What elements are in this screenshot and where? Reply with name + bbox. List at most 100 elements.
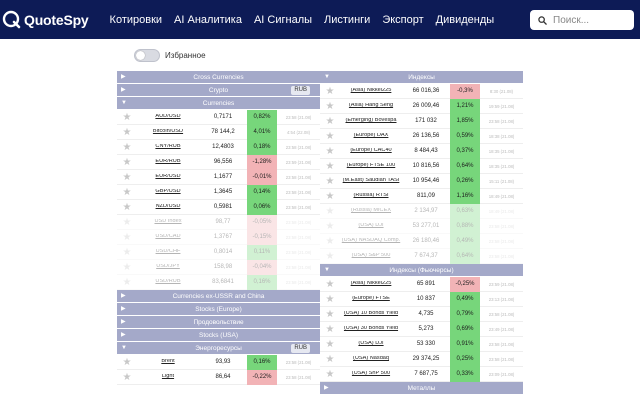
section-header-индексы[interactable]: ▼ Индексы (320, 71, 523, 84)
instrument-link[interactable]: (USA) S&P 500 (351, 253, 391, 259)
instrument-link[interactable]: EUR/USD (155, 174, 181, 180)
price-value: 171 032 (415, 118, 437, 124)
instrument-link[interactable]: CNY/RUB (155, 144, 181, 150)
instrument-link[interactable]: (Asia) Nikkei225 (350, 281, 392, 287)
favorite-star-icon[interactable]: ★ (122, 186, 132, 198)
favorite-star-icon[interactable]: ★ (122, 261, 132, 273)
favorite-star-icon[interactable]: ★ (122, 246, 132, 258)
favorite-star-icon[interactable]: ★ (325, 353, 335, 365)
favorite-star-icon[interactable]: ★ (325, 220, 335, 232)
price-value: 65 891 (416, 281, 436, 287)
section-header-индексы-фьючерсы[interactable]: ▼ Индексы (Фьючерсы) (320, 264, 523, 277)
favorite-star-icon[interactable]: ★ (325, 308, 335, 320)
instrument-link[interactable]: USD/RUB (155, 279, 181, 285)
currency-badge[interactable]: RUB (291, 86, 310, 95)
nav-ai-signals[interactable]: AI Сигналы (253, 13, 313, 26)
instrument-link[interactable]: (Europe) FTSE (352, 296, 390, 302)
instrument-link[interactable]: (Europe) CAC40 (350, 148, 392, 154)
favorite-star-icon[interactable]: ★ (122, 111, 132, 123)
favorite-star-icon[interactable]: ★ (325, 205, 335, 217)
nav-ai-analytics[interactable]: AI Аналитика (174, 13, 242, 26)
instrument-link[interactable]: NZD/USD (155, 204, 181, 210)
search-input[interactable] (553, 14, 625, 26)
favorite-star-icon[interactable]: ★ (122, 231, 132, 243)
update-time: 23:58 (21.08) (488, 253, 515, 259)
section-title: Currencies ex-USSR and China (172, 293, 265, 300)
favorite-star-icon[interactable]: ★ (122, 126, 132, 138)
expand-triangle-icon: ▶ (121, 293, 126, 299)
favorite-star-icon[interactable]: ★ (122, 216, 132, 228)
instrument-link[interactable]: AUD/USD (155, 114, 181, 120)
instrument-link[interactable]: (USA) NASDAQ Comp. (341, 238, 401, 244)
favorites-toggle[interactable] (134, 49, 160, 62)
favorite-star-icon[interactable]: ★ (325, 190, 335, 202)
instrument-link[interactable]: (M.East) Saudian TASI (342, 178, 400, 184)
favorite-star-icon[interactable]: ★ (325, 293, 335, 305)
favorite-star-icon[interactable]: ★ (325, 130, 335, 142)
nav-export[interactable]: Экспорт (382, 13, 424, 26)
instrument-link[interactable]: USD/CHF (155, 249, 181, 255)
change-badge: 0,88% (450, 218, 480, 234)
favorite-star-icon[interactable]: ★ (325, 338, 335, 350)
section-header-stocks-usa[interactable]: ▶ Stocks (USA) (117, 329, 320, 342)
favorite-star-icon[interactable]: ★ (325, 235, 335, 247)
favorite-star-icon[interactable]: ★ (325, 278, 335, 290)
instrument-link[interactable]: (Europe) DAX (353, 133, 389, 139)
favorite-star-icon[interactable]: ★ (122, 156, 132, 168)
instrument-link[interactable]: (Russia) RTSI (353, 193, 389, 199)
favorite-star-icon[interactable]: ★ (325, 115, 335, 127)
instrument-link[interactable]: (USA) 30 Bonds Yield (343, 326, 399, 332)
instrument-link[interactable]: (Emerging) Bovespa (345, 118, 397, 124)
favorite-star-icon[interactable]: ★ (325, 85, 335, 97)
favorite-star-icon[interactable]: ★ (325, 145, 335, 157)
change-badge: -0,22% (247, 369, 277, 385)
nav-dividends[interactable]: Дивиденды (435, 13, 495, 26)
logo[interactable]: QuoteSpy (2, 0, 89, 39)
instrument-link[interactable]: (USA) DJI (358, 223, 384, 229)
update-time: 23:09 (21.08) (488, 371, 515, 377)
favorite-star-icon[interactable]: ★ (325, 100, 335, 112)
instrument-link[interactable]: (Russia) MICEX (350, 208, 392, 214)
section-header-металлы[interactable]: ▶ Металлы (320, 382, 523, 395)
update-time: 23:59 (21.08) (285, 159, 312, 165)
favorite-star-icon[interactable]: ★ (325, 368, 335, 380)
instrument-link[interactable]: USD Index (154, 219, 182, 225)
instrument-link[interactable]: (USA) 10 Bonds Yield (343, 311, 399, 317)
price-value: 66 016,36 (412, 88, 440, 94)
update-time: 23:59 (21.08) (488, 281, 515, 287)
favorite-star-icon[interactable]: ★ (325, 160, 335, 172)
favorite-star-icon[interactable]: ★ (325, 323, 335, 335)
section-header-продовольствие[interactable]: ▶ Продовольствие (117, 316, 320, 329)
section-header-энергоресурсы[interactable]: ▼ Энергоресурсы RUB (117, 342, 320, 355)
currency-badge[interactable]: RUB (291, 344, 310, 353)
instrument-link[interactable]: (USA) Nasdaq (352, 356, 390, 362)
instrument-link[interactable]: EUR/RUB (155, 159, 181, 165)
instrument-link[interactable]: Light (161, 374, 175, 380)
instrument-link[interactable]: USD/JPY (156, 264, 180, 270)
nav-listings[interactable]: Листинги (324, 13, 371, 26)
section-header-cross-currencies[interactable]: ▶ Cross Currencies (117, 71, 320, 84)
instrument-link[interactable]: (Asia) Hang Seng (348, 103, 394, 109)
favorite-star-icon[interactable]: ★ (325, 250, 335, 262)
instrument-link[interactable]: (USA) DJI (358, 341, 384, 347)
section-header-stocks-europe[interactable]: ▶ Stocks (Europe) (117, 303, 320, 316)
instrument-link[interactable]: Brent (161, 359, 175, 365)
instrument-link[interactable]: (USA) SnP 500 (351, 371, 391, 377)
favorite-star-icon[interactable]: ★ (122, 356, 132, 368)
instrument-link[interactable]: GBP/USD (155, 189, 181, 195)
section-header-currencies-ex-ussr-and-china[interactable]: ▶ Currencies ex-USSR and China (117, 290, 320, 303)
favorite-star-icon[interactable]: ★ (122, 371, 132, 383)
instrument-link[interactable]: (Europe) FTSE 100 (346, 163, 396, 169)
instrument-link[interactable]: USD/CAD (155, 234, 181, 240)
favorite-star-icon[interactable]: ★ (122, 141, 132, 153)
instrument-link[interactable]: (Asia) Nikkei225 (350, 88, 392, 94)
nav-quotes[interactable]: Котировки (109, 13, 163, 26)
favorite-star-icon[interactable]: ★ (122, 171, 132, 183)
change-badge: 0,59% (450, 128, 480, 144)
favorite-star-icon[interactable]: ★ (325, 175, 335, 187)
section-header-currencies[interactable]: ▼ Currencies (117, 97, 320, 110)
favorite-star-icon[interactable]: ★ (122, 276, 132, 288)
instrument-link[interactable]: Bitcoin/USD (152, 129, 184, 135)
favorite-star-icon[interactable]: ★ (122, 201, 132, 213)
section-header-crypto[interactable]: ▶ Crypto RUB (117, 84, 320, 97)
